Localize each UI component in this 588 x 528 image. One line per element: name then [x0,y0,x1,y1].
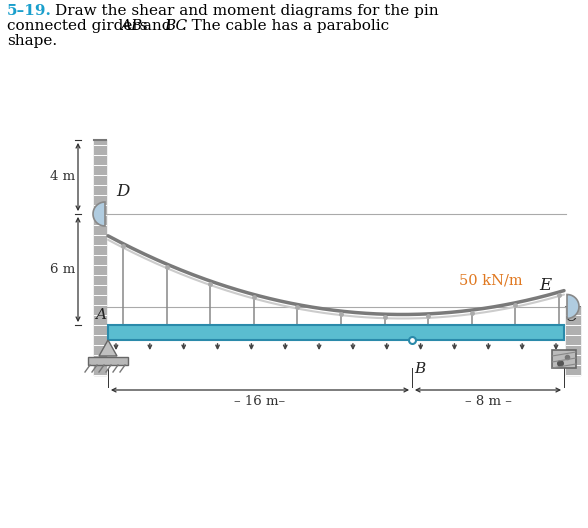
Text: E: E [539,277,551,294]
Text: – 16 m–: – 16 m– [235,395,286,408]
Text: Draw the shear and moment diagrams for the pin: Draw the shear and moment diagrams for t… [55,4,439,18]
Polygon shape [567,295,579,318]
Polygon shape [93,202,105,226]
Text: 5–19.: 5–19. [7,4,52,18]
Text: 6 m: 6 m [50,263,75,276]
Polygon shape [552,350,576,368]
Text: AB: AB [120,19,142,33]
Text: 4 m: 4 m [50,171,75,184]
Text: – 8 m –: – 8 m – [465,395,512,408]
Text: connected girders: connected girders [7,19,152,33]
Text: A: A [95,308,106,322]
Text: shape.: shape. [7,34,57,48]
Text: D: D [116,183,129,200]
Polygon shape [88,357,128,365]
Polygon shape [99,340,117,356]
Text: B: B [414,362,425,376]
Text: BC: BC [164,19,187,33]
Text: 50 kN/m: 50 kN/m [459,273,523,287]
Text: C: C [565,310,577,324]
Text: . The cable has a parabolic: . The cable has a parabolic [182,19,389,33]
Bar [108,325,564,340]
Text: and: and [138,19,176,33]
